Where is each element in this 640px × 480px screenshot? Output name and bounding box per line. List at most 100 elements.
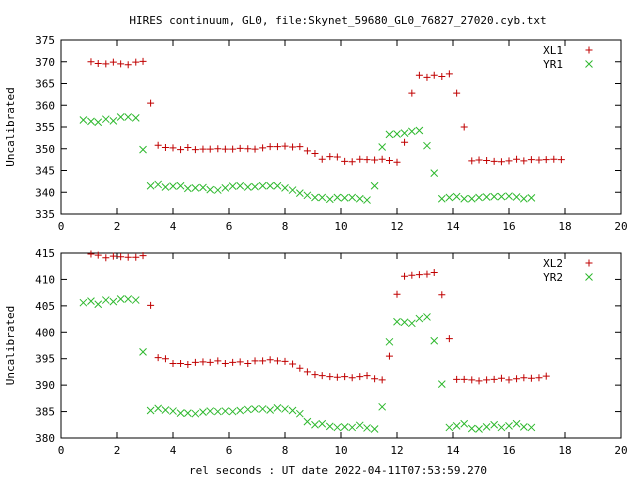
data-point [206, 358, 214, 366]
data-point [430, 336, 439, 345]
data-point [273, 357, 281, 365]
data-point [400, 318, 409, 327]
data-point [363, 372, 371, 380]
x-tick-label: 10 [334, 220, 347, 233]
x-axis-label: rel seconds : UT date 2022-04-11T07:53:5… [189, 464, 487, 477]
data-point [356, 155, 364, 163]
data-point [281, 357, 289, 365]
data-point [341, 157, 349, 165]
chart-title: HIRES continuum, GL0, file:Skynet_59680_… [129, 14, 546, 27]
data-point [348, 158, 356, 166]
data-point [214, 145, 222, 153]
data-point [423, 73, 431, 81]
legend-marker [585, 46, 593, 54]
data-point [221, 407, 230, 415]
data-point [281, 184, 289, 192]
data-point [482, 193, 491, 201]
data-point [311, 150, 319, 158]
data-point [355, 421, 364, 430]
data-point [94, 251, 102, 259]
data-point [423, 270, 431, 278]
data-point [176, 409, 185, 418]
data-point [311, 420, 319, 429]
data-point [370, 425, 379, 433]
data-point [468, 157, 476, 165]
x-tick-label: 6 [226, 444, 233, 457]
data-point [401, 272, 409, 280]
plot-frame [60, 39, 622, 215]
data-point [438, 291, 446, 299]
data-point [423, 313, 431, 321]
data-point [505, 192, 513, 201]
data-point [251, 182, 259, 191]
data-point [101, 115, 110, 124]
data-point [483, 376, 491, 384]
y-tick-label: 415 [35, 247, 55, 260]
y-tick-label: 410 [35, 273, 55, 286]
data-point [407, 319, 416, 328]
x-tick-label: 12 [390, 444, 403, 457]
data-point [161, 183, 170, 191]
data-point [244, 359, 252, 367]
data-point [236, 181, 245, 190]
data-point [199, 358, 207, 366]
data-point [497, 192, 506, 201]
data-point [385, 352, 393, 360]
data-point [430, 169, 439, 177]
y-axis-label: Uncalibrated [4, 306, 17, 385]
data-point [169, 182, 177, 191]
data-point [295, 409, 304, 418]
data-point [475, 193, 483, 202]
data-point [259, 144, 267, 152]
data-point [408, 271, 416, 279]
data-point [535, 374, 543, 382]
data-point [497, 374, 505, 382]
data-point [363, 156, 371, 164]
data-point [169, 407, 177, 415]
data-point [79, 116, 88, 124]
x-tick-label: 0 [58, 444, 65, 457]
x-tick-label: 2 [114, 220, 121, 233]
data-point [131, 296, 140, 304]
data-point [199, 145, 207, 153]
data-point [519, 194, 528, 203]
data-point [482, 423, 491, 431]
data-point [132, 58, 140, 66]
data-point [467, 424, 476, 433]
series-xl2 [87, 250, 550, 385]
data-point [371, 375, 379, 383]
data-point [311, 193, 319, 202]
x-tick-label: 4 [170, 444, 177, 457]
data-point [221, 359, 229, 367]
y-tick-label: 385 [35, 406, 55, 419]
data-point [527, 374, 535, 382]
data-point [139, 57, 147, 65]
data-point [393, 317, 401, 326]
data-point [326, 153, 334, 161]
data-point [176, 181, 185, 190]
data-point [109, 297, 118, 306]
data-point [273, 404, 282, 412]
data-point [453, 375, 461, 383]
data-point [266, 406, 275, 414]
x-tick-label: 16 [502, 220, 515, 233]
x-tick-label: 8 [282, 444, 289, 457]
data-point [370, 181, 379, 190]
series-yr2 [79, 295, 536, 433]
data-point [87, 117, 95, 126]
y-tick-label: 350 [35, 143, 55, 156]
x-tick-label: 20 [614, 444, 627, 457]
data-point [94, 59, 102, 67]
data-point [415, 126, 424, 135]
y-tick-label: 340 [35, 186, 55, 199]
y-tick-label: 375 [35, 34, 55, 47]
data-point [423, 141, 431, 150]
data-point [460, 123, 468, 131]
data-point [385, 156, 393, 164]
data-point [490, 420, 499, 429]
data-point [221, 184, 230, 192]
data-point [177, 359, 185, 367]
data-point [468, 376, 476, 384]
y-tick-label: 355 [35, 121, 55, 134]
